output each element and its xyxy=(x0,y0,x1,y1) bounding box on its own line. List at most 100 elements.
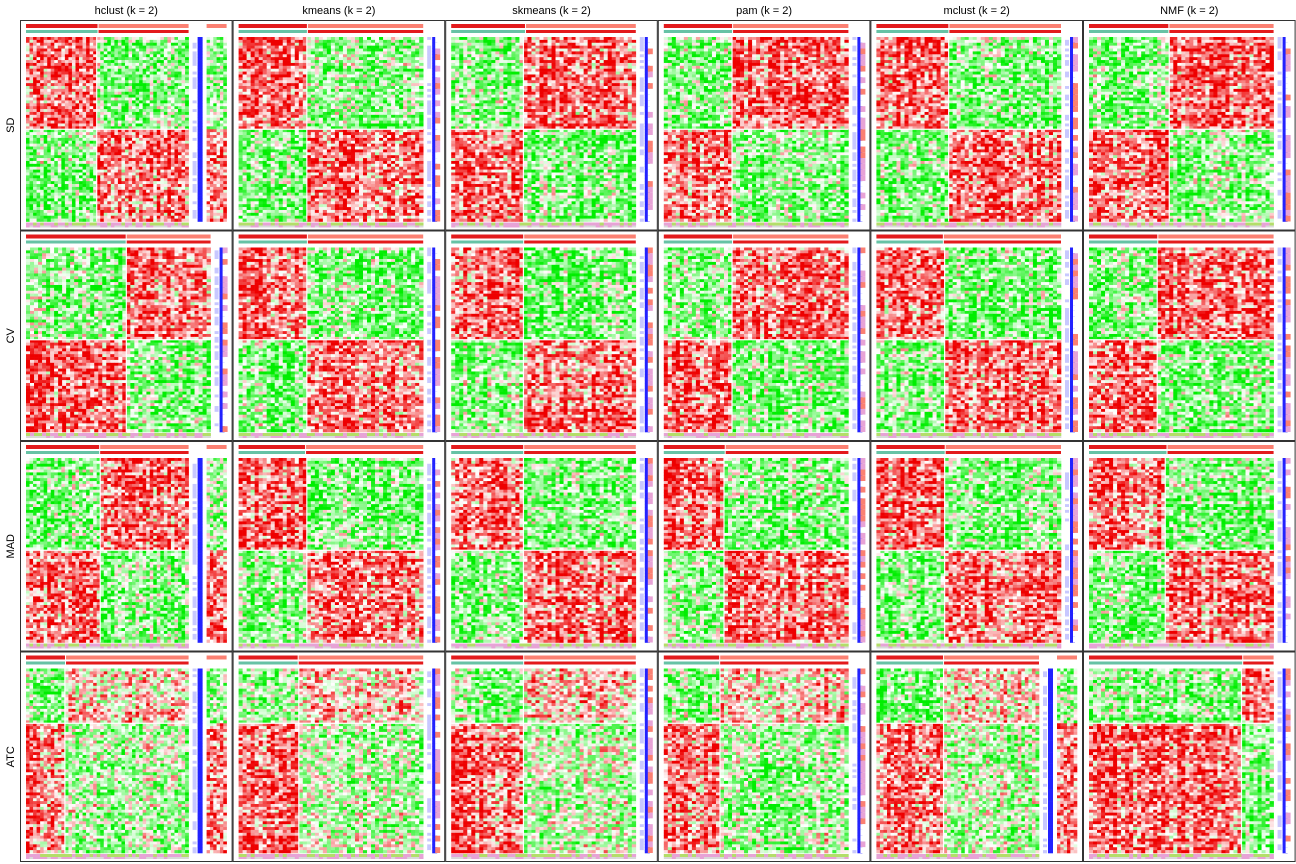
row-split-gap xyxy=(451,129,636,130)
side-annotation-strip xyxy=(1286,458,1291,643)
panel-cv-skmeans xyxy=(446,231,658,441)
class-annotation-bottom xyxy=(26,223,189,228)
class-annotation-bottom xyxy=(1089,433,1274,438)
column-title-0: hclust (k = 2) xyxy=(95,5,158,17)
panel-sd-pam xyxy=(658,21,870,231)
class-annotation-bottom xyxy=(451,433,636,438)
class-annotation-top xyxy=(26,656,189,665)
side-annotation-strip xyxy=(860,248,865,433)
class-annotation-top xyxy=(1089,235,1274,244)
heatmap-cells xyxy=(239,669,424,854)
class-annotation-top xyxy=(876,235,1061,244)
row-split-gap xyxy=(664,723,849,724)
class-annotation-top xyxy=(451,24,636,33)
row-split-gap xyxy=(239,339,424,340)
class-annotation-top xyxy=(1089,445,1274,454)
class-annotation-top xyxy=(664,445,849,454)
row-split-gap xyxy=(1089,339,1274,340)
class-annotation-bottom xyxy=(876,223,1061,228)
side-annotation-strip xyxy=(860,669,865,854)
row-split-gap xyxy=(239,129,424,130)
panel-atc-mclust xyxy=(871,652,1083,862)
class-annotation-top xyxy=(876,656,1039,665)
class-annotation-bottom xyxy=(1089,644,1274,649)
row-split-gap xyxy=(1089,129,1274,130)
side-annotation-strip xyxy=(1073,248,1078,433)
side-annotation-strip xyxy=(223,248,228,433)
class-annotation-bottom xyxy=(239,433,424,438)
column-split-gap xyxy=(298,669,299,854)
panel-cv-kmeans xyxy=(233,231,445,441)
side-annotation-strip xyxy=(1286,248,1291,433)
class-annotation-bottom xyxy=(876,644,1061,649)
secondary-heatmap xyxy=(207,445,227,643)
side-annotation-strip xyxy=(435,248,440,433)
class-annotation-top xyxy=(876,24,1061,33)
km-annotation-bar xyxy=(193,37,203,222)
column-split-gap xyxy=(719,669,720,854)
column-title-1: kmeans (k = 2) xyxy=(302,5,375,17)
km-annotation-bar xyxy=(1043,669,1053,854)
class-annotation-bottom xyxy=(26,433,211,438)
panel-atc-pam xyxy=(658,652,870,862)
panel-sd-hclust xyxy=(21,21,233,231)
row-split-gap xyxy=(26,550,189,551)
secondary-heatmap xyxy=(1057,656,1077,854)
class-annotation-bottom xyxy=(1089,854,1274,859)
side-annotation-strip xyxy=(435,458,440,643)
panel-atc-skmeans xyxy=(446,652,658,862)
panel-cv-pam xyxy=(658,231,870,441)
class-annotation-bottom xyxy=(664,433,849,438)
side-annotation-strip xyxy=(648,458,653,643)
class-annotation-bottom xyxy=(664,854,849,859)
class-annotation-bottom xyxy=(26,854,189,859)
side-annotation-strip xyxy=(1073,37,1078,222)
heatmap-cells xyxy=(451,669,636,854)
class-annotation-bottom xyxy=(239,223,424,228)
row-label-sd: SD xyxy=(5,118,17,133)
row-split-gap xyxy=(876,339,1061,340)
panel-atc-hclust xyxy=(21,652,233,862)
class-annotation-top xyxy=(239,445,424,454)
class-annotation-bottom xyxy=(239,644,424,649)
secondary-heatmap xyxy=(207,656,227,854)
panel-mad-skmeans xyxy=(446,442,658,652)
row-split-gap xyxy=(239,550,424,551)
class-annotation-top xyxy=(26,445,189,454)
panel-sd-mclust xyxy=(871,21,1083,231)
row-split-gap xyxy=(876,129,1061,130)
class-annotation-top xyxy=(239,656,424,665)
row-split-gap xyxy=(1089,550,1274,551)
panel-mad-nmf xyxy=(1084,442,1296,652)
row-split-gap xyxy=(26,129,189,130)
row-split-gap xyxy=(451,550,636,551)
row-split-gap xyxy=(664,129,849,130)
class-annotation-bottom xyxy=(26,644,189,649)
class-annotation-top xyxy=(876,445,1061,454)
class-annotation-top xyxy=(664,235,849,244)
panel-atc-kmeans xyxy=(233,652,445,862)
class-annotation-top xyxy=(664,24,849,33)
row-split-gap xyxy=(1089,723,1274,724)
column-split-gap xyxy=(64,669,65,854)
row-split-gap xyxy=(239,723,424,724)
class-annotation-bottom xyxy=(239,854,424,859)
panel-cv-mclust xyxy=(871,231,1083,441)
class-annotation-top xyxy=(451,445,636,454)
row-split-gap xyxy=(451,723,636,724)
panel-cv-hclust xyxy=(21,231,233,441)
class-annotation-top xyxy=(1089,24,1274,33)
row-label-cv: CV xyxy=(5,327,17,343)
class-annotation-top xyxy=(664,656,849,665)
column-title-5: NMF (k = 2) xyxy=(1160,5,1218,17)
side-annotation-strip xyxy=(1286,37,1291,222)
column-split-gap xyxy=(943,669,944,854)
panel-sd-nmf xyxy=(1084,21,1296,231)
km-annotation-bar xyxy=(193,669,203,854)
class-annotation-bottom xyxy=(451,644,636,649)
column-split-gap xyxy=(1241,669,1242,854)
side-annotation-strip xyxy=(648,669,653,854)
heatmap-cells xyxy=(876,669,1039,854)
heatmap-cells xyxy=(1089,669,1274,854)
